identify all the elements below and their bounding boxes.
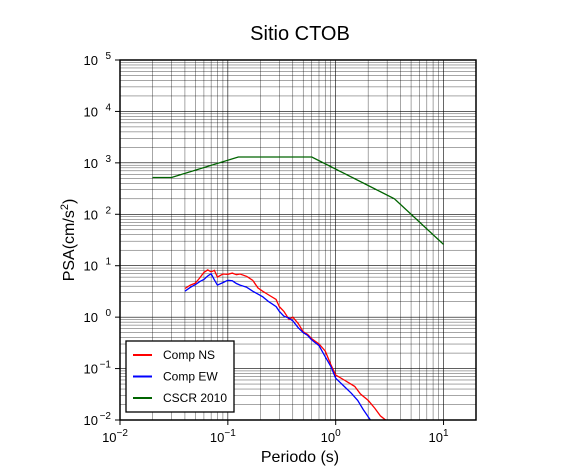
- legend: Comp NS Comp EW CSCR 2010: [125, 340, 235, 413]
- x-tick-label: 100: [321, 428, 341, 445]
- y-tick-label: 10 0: [84, 308, 112, 325]
- chart-title: Sitio CTOB: [250, 23, 350, 45]
- series-line-comp-ns: [184, 269, 387, 420]
- series-line-cscr-2010: [152, 156, 444, 245]
- y-tick-label: 10 −2: [84, 411, 112, 428]
- legend-label: Comp EW: [163, 370, 218, 384]
- x-axis-label: Periodo (s): [261, 449, 339, 466]
- y-tick-label: 10 4: [84, 102, 112, 119]
- y-tick-label: 10 3: [84, 154, 112, 171]
- legend-label: Comp NS: [163, 348, 215, 362]
- x-tick-label: 10−2: [102, 428, 128, 445]
- x-tick-label: 10−1: [210, 428, 236, 445]
- legend-label: CSCR 2010: [163, 391, 227, 405]
- y-tick-label: 10 −1: [84, 360, 112, 377]
- grid: [119, 60, 477, 421]
- series-line-comp-ew: [184, 272, 371, 420]
- y-tick-label: 10 1: [84, 257, 112, 274]
- y-axis-label: PSA(cm/s2): [59, 199, 78, 282]
- series-group: [152, 156, 444, 420]
- x-tick-label: 101: [429, 428, 449, 445]
- y-tick-label: 10 2: [84, 205, 112, 222]
- y-tick-label: 10 5: [84, 51, 112, 68]
- plot-frame: [119, 59, 477, 421]
